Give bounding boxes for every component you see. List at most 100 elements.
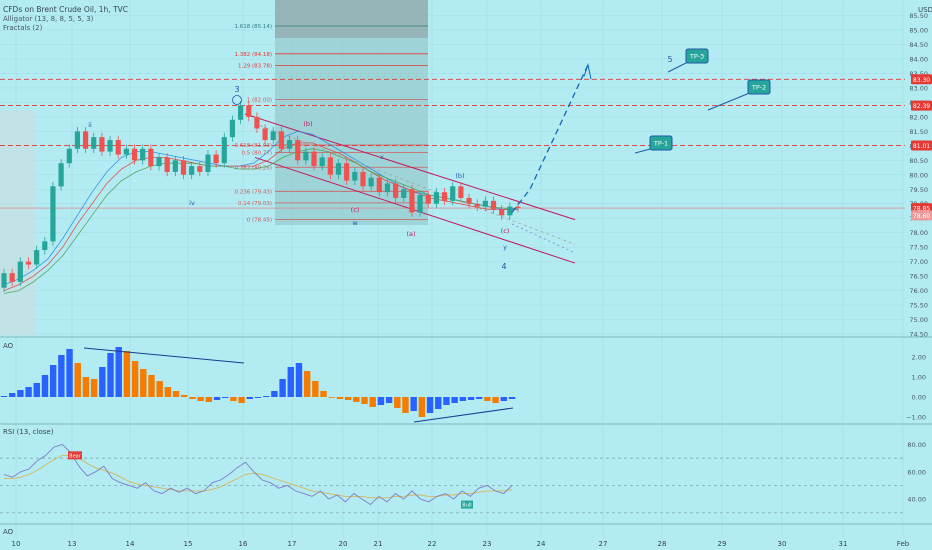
candle-body xyxy=(319,157,325,167)
ao-bar xyxy=(246,397,254,399)
wave-label: x xyxy=(380,153,384,161)
candle-body xyxy=(401,189,407,198)
target-box[interactable] xyxy=(649,135,673,151)
time-tick-label: 28 xyxy=(658,540,667,548)
price-panel[interactable]: 1.618 (85.14) 1.382 (84.18) 1.29 (83.78) 1 … xyxy=(0,0,905,335)
price-axis[interactable]: 85.5085.0084.5084.0083.5083.0082.5082.00… xyxy=(909,12,932,339)
ao-bar xyxy=(410,397,417,411)
fib-zone-top xyxy=(275,0,428,38)
candle-body xyxy=(409,189,415,213)
rsi-panel[interactable]: Bear Bull xyxy=(0,443,905,514)
wave-label: 4 xyxy=(501,262,506,271)
target-box[interactable] xyxy=(685,48,709,64)
ao-bar xyxy=(115,347,122,397)
ao-panel[interactable] xyxy=(0,347,516,423)
wave-label: w xyxy=(352,219,358,227)
ao-tick-label: 1.00 xyxy=(912,374,926,382)
ao-bar xyxy=(66,349,73,397)
ao-bar xyxy=(492,397,499,403)
projection-alt xyxy=(511,223,576,254)
target-box[interactable] xyxy=(747,79,771,95)
price-tick-label: 75.00 xyxy=(909,316,928,324)
candle-body xyxy=(393,183,399,198)
fib-level-label: 1 (82.00) xyxy=(247,98,272,104)
wave-label: (c) xyxy=(501,227,510,235)
target-labels[interactable]: TP-1 TP-2 TP-3 xyxy=(634,48,771,154)
candle-body xyxy=(352,171,358,181)
wave-label: 3 xyxy=(234,85,239,94)
ao-bar xyxy=(295,363,303,397)
candle-body xyxy=(107,140,113,152)
ao-bar xyxy=(451,397,458,403)
fib-level-label: 0.618 (81.03) xyxy=(234,143,272,149)
ao-bar xyxy=(131,361,139,397)
alligator-lines xyxy=(3,130,519,294)
candle-body xyxy=(311,151,317,167)
alligator-line xyxy=(3,142,518,291)
ao-bar xyxy=(205,397,213,402)
ao-bar xyxy=(123,351,131,397)
ao-bar xyxy=(254,397,262,398)
price-level-value: 83.30 xyxy=(913,77,930,84)
price-tick-label: 80.00 xyxy=(909,171,928,179)
time-tick-label: 17 xyxy=(288,540,297,548)
ao-bar xyxy=(238,397,245,403)
rsi-title: RSI (13, close) xyxy=(3,428,54,436)
candle-body xyxy=(123,148,129,155)
wave-label: (b) xyxy=(303,120,312,128)
bottom-ao-title: AO xyxy=(3,528,14,536)
candle-body xyxy=(490,200,497,210)
price-tick-label: 84.00 xyxy=(909,56,928,64)
candle-body xyxy=(507,206,513,216)
candle-body xyxy=(515,206,521,209)
price-tick-label: 75.50 xyxy=(909,302,928,310)
price-level-value: 81.01 xyxy=(913,143,930,150)
candle-body xyxy=(213,154,219,164)
projection-arrowhead xyxy=(583,62,592,80)
ao-bar xyxy=(213,397,221,400)
ao-bar xyxy=(8,393,16,397)
ao-bar xyxy=(90,379,98,397)
price-tick-label: 83.00 xyxy=(909,84,928,92)
candle-body xyxy=(9,273,15,282)
ao-bar xyxy=(426,397,434,413)
rsi-bull-badge xyxy=(461,500,473,509)
wave-label: y xyxy=(503,243,507,251)
time-axis[interactable]: 10 13 14 15 16 17 20 21 22 23 24 27 28 29 30 31 Feb xyxy=(12,540,910,548)
candle-body xyxy=(164,157,170,172)
left-shaded-zone xyxy=(0,110,35,335)
price-tick-label: 77.00 xyxy=(909,258,928,266)
candle-body xyxy=(482,200,488,207)
price-tick-label: 82.00 xyxy=(909,113,928,121)
time-tick-label: 24 xyxy=(537,540,546,548)
candle-body xyxy=(450,186,456,201)
price-tick-label: 76.00 xyxy=(909,287,928,295)
candle-body xyxy=(99,137,105,152)
ao-bar xyxy=(172,391,180,397)
ao-bar xyxy=(467,397,475,400)
last-price-value: 78.60 xyxy=(913,213,930,220)
wave-label: (a) xyxy=(406,230,415,238)
ao-bar xyxy=(49,365,57,397)
rsi-axis: 80.00 60.00 40.00 xyxy=(907,441,926,504)
price-tick-label: 85.00 xyxy=(909,27,928,35)
candle-body xyxy=(368,177,374,187)
candle-body xyxy=(270,131,276,141)
candle-body xyxy=(246,105,252,117)
candle-body xyxy=(34,250,40,265)
ao-title: AO xyxy=(3,342,14,350)
ao-bar xyxy=(0,396,8,397)
candle-body xyxy=(91,137,97,149)
candle-body xyxy=(360,171,366,187)
rsi-bear-badge xyxy=(68,451,82,460)
rsi-tick-label: 40.00 xyxy=(907,496,926,504)
ao-bar xyxy=(58,355,65,397)
fractals-legend: Fractals (2) xyxy=(3,24,43,32)
ao-divergence-line xyxy=(413,407,514,423)
projection-line xyxy=(511,64,589,213)
candle-body xyxy=(499,209,505,216)
ao-bar xyxy=(435,397,442,409)
time-tick-label: 31 xyxy=(839,540,848,548)
